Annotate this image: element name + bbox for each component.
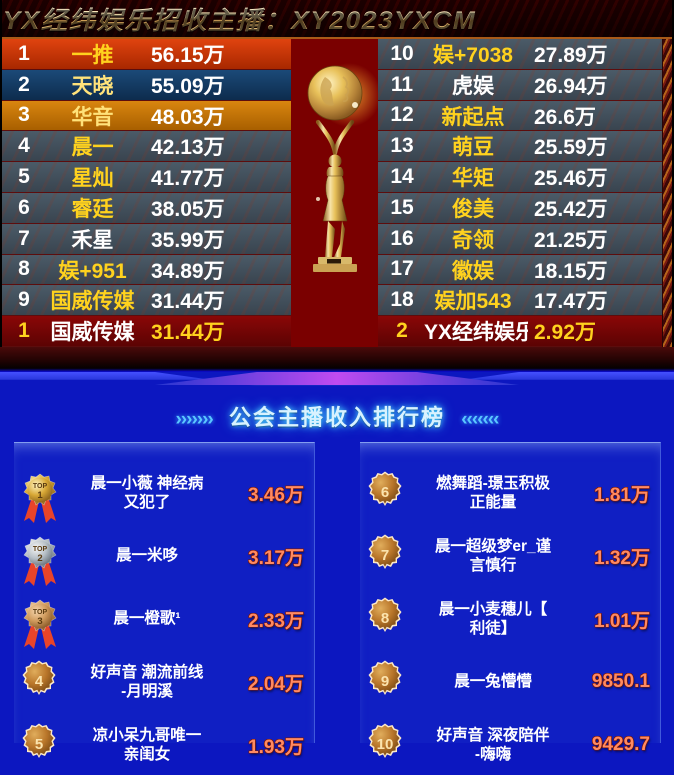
svg-text:3: 3 [37, 616, 42, 627]
svg-text:2: 2 [37, 553, 42, 564]
svg-text:8: 8 [381, 610, 389, 627]
svg-text:10: 10 [377, 736, 394, 753]
svg-text:6: 6 [381, 484, 389, 501]
svg-text:TOP: TOP [33, 609, 48, 616]
svg-text:7: 7 [381, 547, 389, 564]
svg-text:TOP: TOP [33, 546, 48, 553]
svg-text:TOP: TOP [33, 483, 48, 490]
svg-text:4: 4 [35, 673, 44, 690]
svg-text:1: 1 [37, 490, 43, 501]
svg-text:9: 9 [381, 673, 389, 690]
svg-text:5: 5 [35, 736, 43, 753]
